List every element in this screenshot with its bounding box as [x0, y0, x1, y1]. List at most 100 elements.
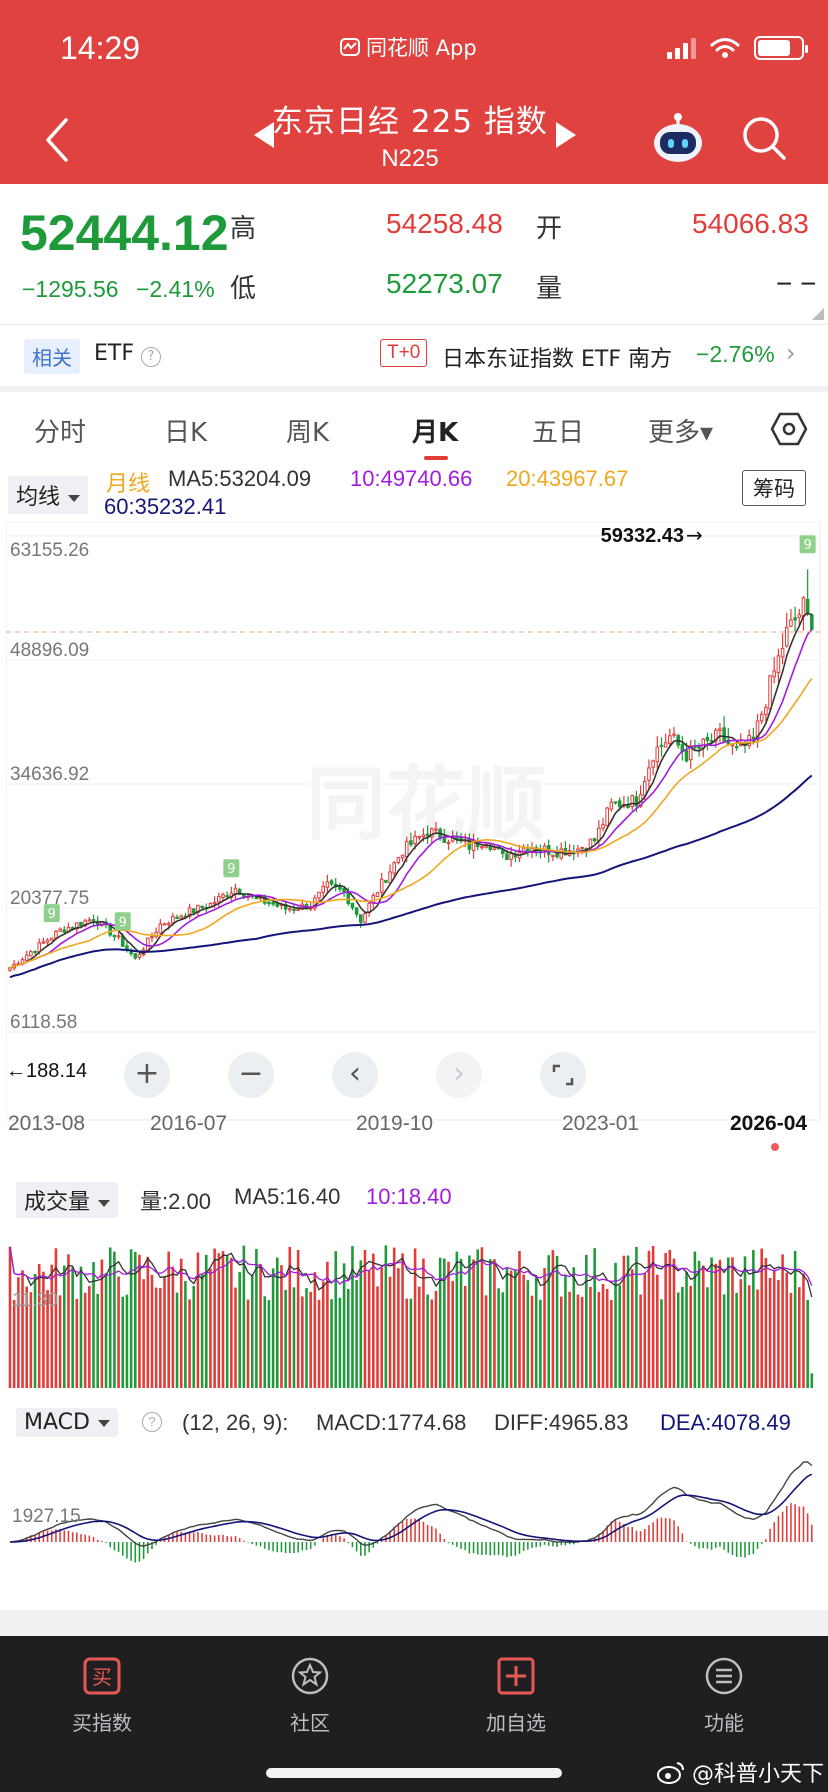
tab-intraday[interactable]: 分时	[34, 418, 87, 448]
scroll-left-button[interactable]: ‹	[332, 1052, 378, 1098]
volume-bar	[301, 1296, 304, 1388]
tab-more[interactable]: 更多▾	[648, 418, 714, 448]
fullscreen-button[interactable]	[540, 1052, 586, 1098]
candlestick-chart[interactable]: 同花顺 9 9 9 9 63155.26 48896.09 34636.92 20377.7…	[6, 522, 822, 1122]
volume-bar	[209, 1268, 212, 1388]
scroll-right-button[interactable]: ›	[436, 1052, 482, 1098]
status-icons	[667, 36, 808, 60]
current-date-dot	[771, 1143, 779, 1151]
volume-bar	[626, 1255, 630, 1388]
date-tick-5: 2026-04	[730, 1112, 808, 1135]
nav-functions[interactable]: 功能	[644, 1644, 804, 1736]
volume-bar	[610, 1300, 613, 1388]
zoom-in-button[interactable]: +	[124, 1052, 170, 1098]
previous-index-button[interactable]	[254, 122, 274, 148]
volume-bar	[192, 1286, 196, 1388]
candle-body	[609, 801, 614, 810]
volume-bar	[104, 1273, 108, 1388]
related-etf-row[interactable]: 相关 ETF ? T+0 日本东证指数 ETF 南方 −2.76% ›	[0, 324, 828, 386]
page-title: 东京日经 225 指数	[272, 104, 548, 140]
candle-body	[772, 670, 777, 678]
macd-chart[interactable]: 1927.15	[6, 1446, 822, 1610]
tab-weekly-k[interactable]: 周K	[286, 418, 330, 448]
volume-bar	[493, 1259, 496, 1388]
settings-hexagon-icon[interactable]	[770, 410, 808, 448]
candle-body	[713, 729, 718, 743]
volume-bar	[33, 1273, 37, 1388]
candle-body	[805, 598, 810, 614]
tab-five-day[interactable]: 五日	[532, 418, 585, 448]
macd-lines	[9, 1461, 813, 1547]
volume-bar	[605, 1289, 609, 1388]
candle-body	[789, 619, 793, 627]
nav-buy-index[interactable]: 买 买指数	[22, 1644, 182, 1736]
volume-bar	[434, 1290, 438, 1388]
volume-bar	[129, 1249, 133, 1388]
etf-label-text: ETF	[94, 341, 134, 366]
volume-chart[interactable]: 11.30	[6, 1222, 822, 1388]
volume-bar	[380, 1267, 383, 1388]
volume-label: 量	[536, 274, 563, 304]
expand-corner-icon[interactable]	[812, 308, 824, 320]
volume-bar	[12, 1299, 16, 1388]
volume-ma-line	[9, 1246, 813, 1286]
candle-body	[647, 767, 651, 781]
volume-selector[interactable]: 成交量	[16, 1182, 119, 1218]
volume-bar	[518, 1251, 521, 1388]
candle-body	[342, 888, 346, 893]
macd-selector[interactable]: MACD	[16, 1408, 118, 1437]
volume-bar	[459, 1258, 463, 1388]
volume-bar	[255, 1248, 258, 1388]
help-icon[interactable]: ?	[142, 1412, 162, 1432]
volume-bar	[572, 1267, 576, 1388]
status-app-name: 同花顺 App	[340, 32, 477, 62]
candle-body	[191, 908, 196, 913]
volume-bar	[225, 1255, 229, 1388]
indicator-selector[interactable]: 均线	[8, 476, 89, 514]
volume-bar	[184, 1281, 187, 1388]
ai-assistant-robot-icon[interactable]	[650, 112, 706, 166]
next-index-button[interactable]	[556, 122, 576, 148]
nine-turn-tag	[43, 904, 60, 923]
volume-bar	[359, 1260, 363, 1388]
macd-histogram	[13, 1503, 813, 1563]
volume-bar	[146, 1256, 150, 1388]
tab-daily-k[interactable]: 日K	[164, 418, 208, 448]
volume-bar	[806, 1299, 809, 1388]
macd-params: (12, 26, 9):	[182, 1410, 289, 1435]
nav-add-watchlist[interactable]: 加自选	[436, 1644, 596, 1736]
volume-bar	[188, 1299, 191, 1388]
volume-bar	[397, 1268, 400, 1388]
y-tick-label: 63155.26	[10, 540, 89, 561]
volume-bar	[138, 1254, 141, 1388]
chart-gridlines	[6, 535, 820, 1033]
volume-bar	[668, 1249, 672, 1388]
volume-bar	[559, 1296, 563, 1388]
volume-bar	[238, 1272, 241, 1388]
volume-bar	[217, 1253, 221, 1388]
status-app-label: 同花顺 App	[366, 36, 477, 60]
max-marker-arrow: →	[686, 523, 703, 547]
index-code: N225	[381, 145, 439, 172]
tab-monthly-k[interactable]: 月K	[412, 418, 459, 448]
volume-bar	[405, 1298, 409, 1388]
search-icon[interactable]	[740, 114, 788, 162]
volume-bar	[710, 1257, 713, 1388]
volume-bar	[568, 1291, 571, 1388]
back-button[interactable]	[38, 112, 78, 168]
candle-body	[764, 706, 768, 716]
candle-body	[217, 895, 221, 903]
price-change: −1295.56	[22, 276, 119, 302]
chips-button[interactable]: 筹码	[742, 470, 806, 506]
volume-bar	[756, 1289, 759, 1388]
nav-community[interactable]: 社区	[230, 1644, 390, 1736]
zoom-out-button[interactable]: −	[228, 1052, 274, 1098]
chart-controls: ←188.14 + − ‹ ›	[0, 1050, 828, 1100]
diff-value: DIFF:4965.83	[494, 1410, 629, 1435]
volume-bar	[701, 1265, 705, 1388]
volume-bar	[497, 1288, 500, 1388]
candle-body	[613, 801, 618, 804]
candle-body	[630, 794, 635, 808]
help-icon[interactable]: ?	[141, 347, 161, 367]
volume-bar	[430, 1299, 434, 1388]
